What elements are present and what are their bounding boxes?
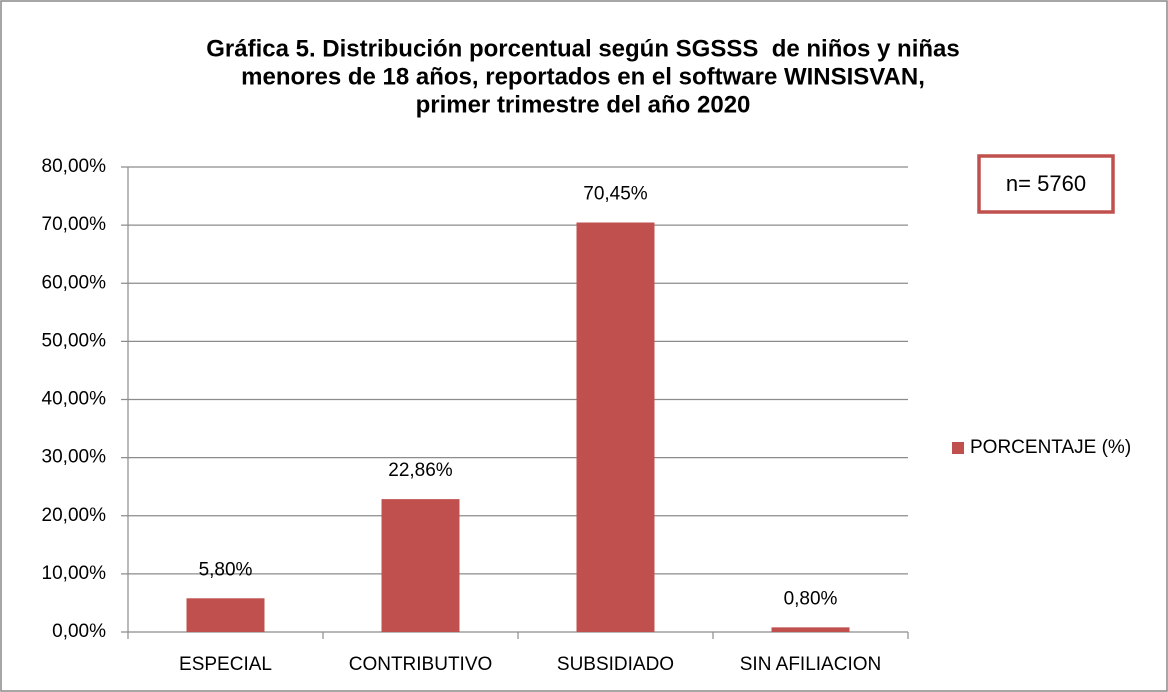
x-tick-label: SIN AFILIACION (740, 654, 881, 675)
data-label: 70,45% (583, 184, 648, 205)
y-tick-label: 40,00% (42, 389, 107, 410)
y-tick-label: 80,00% (42, 156, 107, 177)
x-tick-label: CONTRIBUTIVO (349, 654, 493, 675)
chart-title: menores de 18 años, reportados en el sof… (241, 63, 925, 90)
bar (186, 598, 265, 632)
y-tick-label: 30,00% (42, 447, 107, 468)
y-tick-label: 0,00% (52, 621, 106, 642)
x-tick-label: SUBSIDIADO (557, 654, 674, 675)
chart-title: primer trimestre del año 2020 (416, 91, 751, 118)
y-tick-label: 20,00% (42, 505, 107, 526)
annotation: n= 5760 (1006, 171, 1086, 196)
bar (381, 499, 460, 632)
bar (771, 627, 850, 632)
data-label: 5,80% (199, 559, 253, 580)
x-tick-label: ESPECIAL (179, 654, 272, 675)
data-label: 22,86% (388, 460, 453, 481)
legend-swatch (952, 442, 964, 454)
y-tick-label: 10,00% (42, 563, 107, 584)
annotation-box (977, 154, 1115, 214)
legend-label: PORCENTAJE (%) (970, 437, 1131, 458)
y-tick-label: 50,00% (42, 330, 107, 351)
y-tick-label: 70,00% (42, 214, 107, 235)
data-label: 0,80% (784, 588, 838, 609)
y-tick-label: 60,00% (42, 272, 107, 293)
chart-title: Gráfica 5. Distribución porcentual según… (206, 35, 960, 62)
bar (576, 222, 655, 632)
